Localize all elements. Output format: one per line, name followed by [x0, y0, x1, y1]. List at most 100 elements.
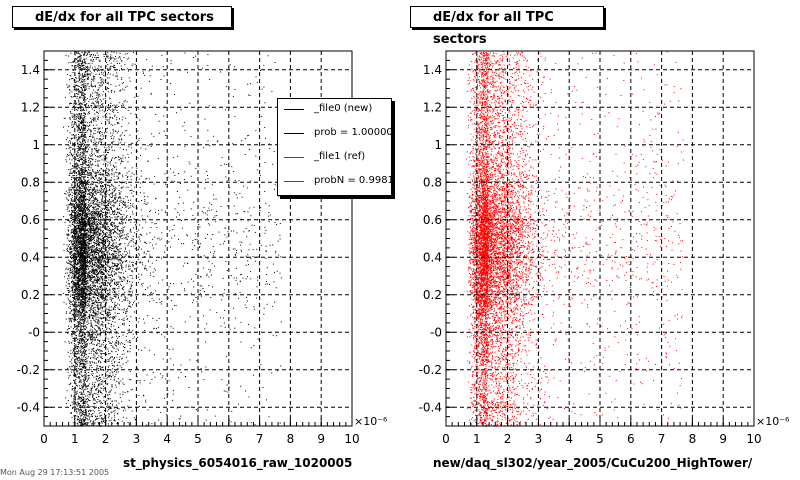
scatter-point	[81, 225, 83, 227]
scatter-point	[72, 245, 74, 247]
scatter-point	[167, 393, 169, 395]
scatter-point	[88, 304, 90, 306]
scatter-point	[91, 228, 93, 230]
scatter-point	[116, 200, 118, 202]
scatter-point	[87, 415, 89, 417]
scatter-point	[203, 212, 205, 214]
scatter-point	[72, 78, 74, 79]
scatter-point	[75, 282, 77, 284]
scatter-point	[116, 266, 118, 268]
scatter-point	[80, 360, 82, 362]
scatter-point	[121, 125, 123, 127]
scatter-point	[84, 61, 86, 63]
scatter-point	[83, 59, 85, 60]
scatter-point	[97, 241, 99, 242]
scatter-point	[88, 372, 90, 374]
scatter-point	[84, 134, 86, 136]
scatter-point	[107, 320, 109, 322]
scatter-point	[100, 302, 102, 304]
scatter-point	[110, 309, 112, 311]
scatter-point	[82, 251, 84, 253]
scatter-point	[109, 266, 111, 268]
scatter-point	[109, 292, 111, 294]
scatter-point	[83, 174, 85, 175]
scatter-point	[106, 214, 108, 216]
scatter-point	[76, 391, 78, 392]
scatter-point	[95, 389, 97, 391]
scatter-point	[99, 127, 101, 129]
scatter-point	[95, 174, 97, 176]
scatter-point	[103, 377, 105, 379]
scatter-point	[80, 266, 82, 268]
scatter-point	[110, 412, 112, 414]
scatter-point	[158, 213, 160, 215]
scatter-point	[75, 237, 77, 239]
scatter-point	[76, 180, 78, 182]
scatter-point	[128, 156, 130, 158]
scatter-point	[176, 216, 177, 218]
scatter-point	[128, 146, 130, 148]
scatter-point	[91, 370, 93, 372]
scatter-point	[73, 305, 75, 307]
scatter-point	[92, 92, 93, 94]
scatter-point	[111, 270, 113, 272]
scatter-point	[118, 233, 120, 235]
scatter-point	[76, 148, 78, 149]
scatter-point	[67, 210, 69, 212]
scatter-point	[71, 290, 73, 292]
scatter-point	[146, 374, 148, 376]
scatter-point	[120, 200, 122, 202]
scatter-point	[76, 239, 78, 241]
scatter-point	[94, 127, 96, 129]
scatter-point	[78, 227, 80, 229]
scatter-point	[106, 222, 108, 224]
scatter-point	[149, 266, 151, 268]
scatter-point	[89, 165, 90, 167]
scatter-point	[70, 304, 72, 305]
scatter-point	[73, 153, 75, 155]
scatter-point	[108, 193, 110, 195]
scatter-point	[83, 176, 85, 178]
scatter-point	[111, 230, 112, 232]
scatter-point	[99, 178, 101, 180]
scatter-point	[118, 381, 120, 383]
scatter-point	[101, 174, 103, 176]
scatter-point	[130, 112, 132, 114]
scatter-point	[126, 233, 128, 235]
scatter-point	[210, 251, 212, 253]
scatter-point	[95, 221, 97, 223]
scatter-point	[103, 317, 105, 318]
scatter-point	[112, 165, 114, 166]
scatter-point	[77, 106, 79, 108]
scatter-point	[106, 212, 107, 214]
scatter-point	[89, 260, 91, 262]
scatter-point	[95, 159, 97, 161]
scatter-point	[78, 282, 80, 284]
scatter-point	[160, 79, 162, 80]
scatter-point	[99, 415, 101, 417]
scatter-point	[110, 138, 112, 139]
scatter-point	[90, 82, 92, 84]
scatter-point	[65, 55, 67, 57]
scatter-point	[90, 336, 92, 338]
scatter-point	[111, 141, 113, 143]
scatter-point	[126, 130, 128, 132]
scatter-point	[199, 290, 201, 291]
scatter-point	[98, 242, 100, 244]
scatter-point	[81, 148, 83, 150]
scatter-point	[82, 77, 84, 79]
scatter-point	[124, 278, 126, 280]
scatter-point	[87, 177, 89, 179]
scatter-point	[70, 277, 72, 279]
scatter-point	[79, 261, 80, 263]
scatter-point	[76, 191, 78, 193]
scatter-point	[115, 268, 117, 270]
scatter-point	[88, 332, 90, 334]
scatter-point	[67, 269, 69, 271]
scatter-point	[152, 238, 154, 240]
scatter-point	[180, 364, 182, 366]
scatter-point	[100, 304, 102, 306]
scatter-point	[102, 109, 104, 111]
scatter-point	[102, 98, 104, 100]
scatter-point	[96, 138, 98, 140]
